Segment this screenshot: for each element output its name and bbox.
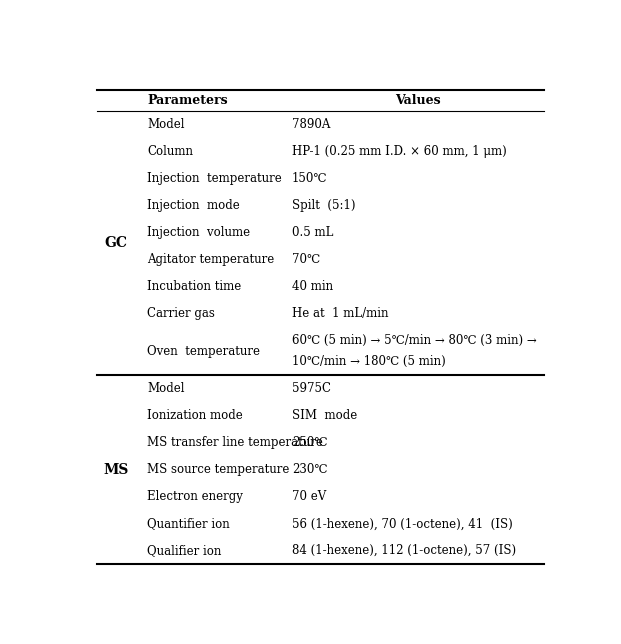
- Text: 0.5 mL: 0.5 mL: [292, 226, 333, 239]
- Text: MS: MS: [104, 463, 129, 477]
- Text: Model: Model: [147, 383, 185, 395]
- Text: 10℃/min → 180℃ (5 min): 10℃/min → 180℃ (5 min): [292, 355, 445, 368]
- Text: HP-1 (0.25 mm I.D. × 60 mm, 1 μm): HP-1 (0.25 mm I.D. × 60 mm, 1 μm): [292, 145, 507, 158]
- Text: 70 eV: 70 eV: [292, 490, 326, 504]
- Text: Ionization mode: Ionization mode: [147, 410, 243, 422]
- Text: Electron energy: Electron energy: [147, 490, 243, 504]
- Text: Qualifier ion: Qualifier ion: [147, 544, 222, 557]
- Text: 250℃: 250℃: [292, 437, 327, 450]
- Text: Spilt  (5:1): Spilt (5:1): [292, 199, 355, 212]
- Text: Injection  temperature: Injection temperature: [147, 172, 282, 185]
- Text: Injection  mode: Injection mode: [147, 199, 240, 212]
- Text: 70℃: 70℃: [292, 253, 320, 266]
- Text: 230℃: 230℃: [292, 464, 327, 477]
- Text: 150℃: 150℃: [292, 172, 327, 185]
- Text: Quantifier ion: Quantifier ion: [147, 517, 230, 530]
- Text: GC: GC: [104, 236, 128, 251]
- Text: Agitator temperature: Agitator temperature: [147, 253, 274, 266]
- Text: Injection  volume: Injection volume: [147, 226, 250, 239]
- Text: Carrier gas: Carrier gas: [147, 307, 215, 320]
- Text: SIM  mode: SIM mode: [292, 410, 357, 422]
- Text: Column: Column: [147, 145, 193, 158]
- Text: 60℃ (5 min) → 5℃/min → 80℃ (3 min) →: 60℃ (5 min) → 5℃/min → 80℃ (3 min) →: [292, 334, 537, 347]
- Text: Incubation time: Incubation time: [147, 280, 242, 293]
- Text: 84 (1-hexene), 112 (1-octene), 57 (IS): 84 (1-hexene), 112 (1-octene), 57 (IS): [292, 544, 516, 557]
- Text: Values: Values: [396, 94, 441, 107]
- Text: Parameters: Parameters: [147, 94, 228, 107]
- Text: 56 (1-hexene), 70 (1-octene), 41  (IS): 56 (1-hexene), 70 (1-octene), 41 (IS): [292, 517, 512, 530]
- Text: MS transfer line temperature: MS transfer line temperature: [147, 437, 324, 450]
- Text: Model: Model: [147, 118, 185, 131]
- Text: 7890A: 7890A: [292, 118, 330, 131]
- Text: MS source temperature: MS source temperature: [147, 464, 290, 477]
- Text: Oven  temperature: Oven temperature: [147, 345, 260, 357]
- Text: 5975C: 5975C: [292, 383, 331, 395]
- Text: 40 min: 40 min: [292, 280, 333, 293]
- Text: He at  1 mL/min: He at 1 mL/min: [292, 307, 388, 320]
